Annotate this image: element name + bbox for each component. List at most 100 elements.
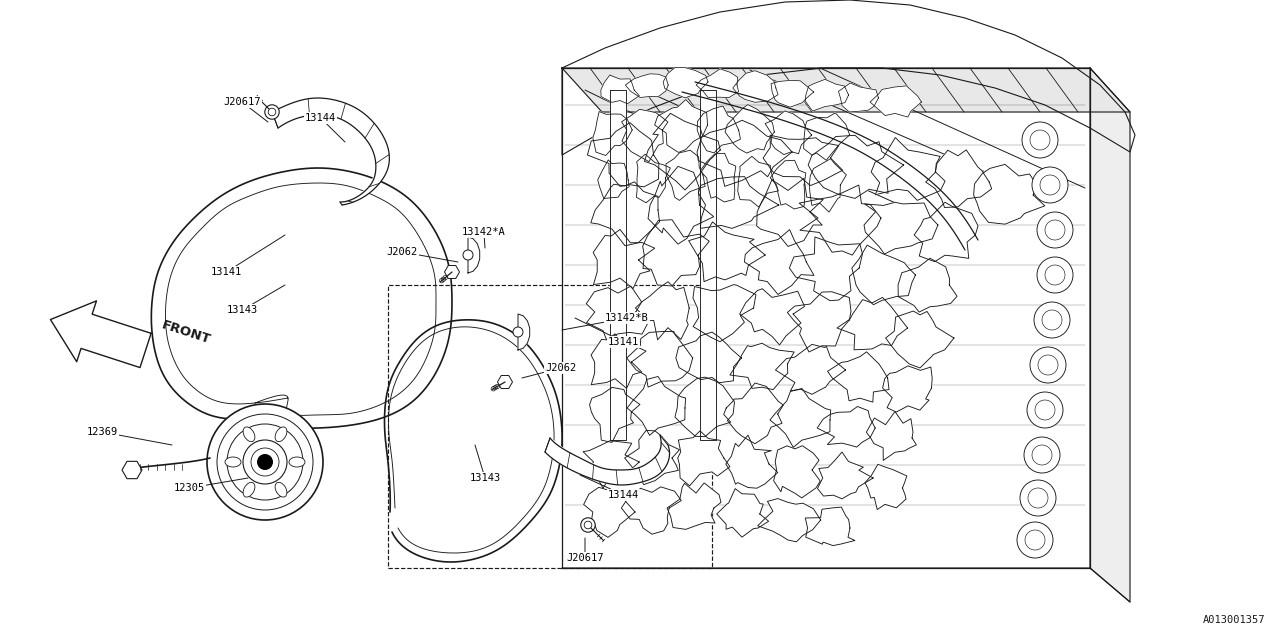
Polygon shape bbox=[771, 161, 806, 209]
Polygon shape bbox=[545, 435, 668, 485]
Polygon shape bbox=[627, 332, 692, 387]
Polygon shape bbox=[593, 111, 632, 156]
Polygon shape bbox=[591, 334, 646, 388]
Polygon shape bbox=[733, 70, 778, 102]
Circle shape bbox=[584, 521, 591, 529]
Text: 13144: 13144 bbox=[305, 113, 346, 142]
Polygon shape bbox=[852, 245, 915, 305]
Text: 13141: 13141 bbox=[211, 235, 285, 277]
Polygon shape bbox=[562, 0, 1135, 155]
Text: 12305: 12305 bbox=[174, 478, 248, 493]
Polygon shape bbox=[696, 69, 739, 98]
Polygon shape bbox=[586, 286, 649, 339]
Polygon shape bbox=[562, 68, 1091, 568]
Polygon shape bbox=[621, 487, 681, 534]
Polygon shape bbox=[273, 98, 388, 205]
Text: 13142*B: 13142*B bbox=[562, 313, 649, 330]
Polygon shape bbox=[865, 464, 906, 509]
Polygon shape bbox=[663, 67, 708, 98]
Polygon shape bbox=[771, 388, 831, 447]
Circle shape bbox=[269, 108, 275, 116]
Polygon shape bbox=[654, 100, 708, 152]
Polygon shape bbox=[1091, 68, 1130, 602]
Polygon shape bbox=[677, 431, 730, 486]
Circle shape bbox=[1024, 437, 1060, 473]
Text: 13141: 13141 bbox=[575, 318, 639, 347]
Polygon shape bbox=[700, 90, 716, 440]
Ellipse shape bbox=[275, 483, 287, 497]
Polygon shape bbox=[838, 83, 878, 112]
Circle shape bbox=[1020, 480, 1056, 516]
Polygon shape bbox=[468, 237, 480, 273]
Polygon shape bbox=[804, 113, 850, 160]
Polygon shape bbox=[745, 230, 814, 294]
Polygon shape bbox=[799, 185, 881, 255]
Polygon shape bbox=[740, 289, 805, 345]
Polygon shape bbox=[872, 138, 945, 200]
Polygon shape bbox=[805, 507, 855, 546]
Polygon shape bbox=[809, 159, 846, 212]
Polygon shape bbox=[773, 445, 820, 498]
Text: A013001357: A013001357 bbox=[1202, 615, 1265, 625]
Polygon shape bbox=[700, 154, 736, 202]
Polygon shape bbox=[666, 150, 705, 200]
Polygon shape bbox=[625, 430, 680, 484]
Circle shape bbox=[1027, 392, 1062, 428]
Polygon shape bbox=[870, 86, 922, 117]
Polygon shape bbox=[776, 344, 846, 394]
Polygon shape bbox=[593, 230, 655, 289]
Polygon shape bbox=[692, 285, 756, 342]
Ellipse shape bbox=[243, 427, 255, 442]
Polygon shape bbox=[667, 483, 721, 529]
Polygon shape bbox=[828, 352, 890, 402]
Ellipse shape bbox=[243, 483, 255, 497]
Circle shape bbox=[257, 454, 273, 470]
Circle shape bbox=[1021, 122, 1059, 158]
Polygon shape bbox=[864, 202, 938, 254]
Polygon shape bbox=[758, 499, 820, 542]
Polygon shape bbox=[805, 79, 849, 111]
Polygon shape bbox=[588, 123, 659, 187]
Ellipse shape bbox=[275, 427, 287, 442]
Polygon shape bbox=[635, 282, 689, 340]
Polygon shape bbox=[837, 298, 908, 350]
Polygon shape bbox=[787, 292, 851, 352]
Polygon shape bbox=[867, 412, 916, 460]
Circle shape bbox=[1030, 347, 1066, 383]
Polygon shape bbox=[562, 68, 1130, 112]
Polygon shape bbox=[925, 150, 992, 207]
Polygon shape bbox=[726, 435, 778, 488]
Polygon shape bbox=[886, 311, 954, 368]
Polygon shape bbox=[590, 387, 640, 442]
Polygon shape bbox=[763, 135, 842, 186]
Polygon shape bbox=[636, 154, 671, 203]
Text: FRONT: FRONT bbox=[160, 319, 212, 347]
Circle shape bbox=[243, 440, 287, 484]
Text: 13143: 13143 bbox=[227, 285, 285, 315]
Text: 13144: 13144 bbox=[580, 475, 639, 500]
Polygon shape bbox=[676, 332, 741, 383]
Polygon shape bbox=[600, 75, 639, 104]
Polygon shape bbox=[756, 179, 823, 246]
Text: J2062: J2062 bbox=[522, 363, 576, 378]
Text: J20617: J20617 bbox=[566, 538, 604, 563]
Polygon shape bbox=[611, 90, 626, 440]
Polygon shape bbox=[808, 135, 904, 198]
Polygon shape bbox=[899, 259, 957, 312]
Polygon shape bbox=[730, 343, 794, 390]
Polygon shape bbox=[974, 164, 1044, 224]
Circle shape bbox=[581, 518, 595, 532]
Polygon shape bbox=[818, 452, 873, 499]
Polygon shape bbox=[727, 383, 783, 444]
Circle shape bbox=[1037, 212, 1073, 248]
Polygon shape bbox=[627, 376, 686, 435]
Polygon shape bbox=[643, 220, 709, 286]
Polygon shape bbox=[582, 441, 639, 488]
Text: J2062: J2062 bbox=[387, 247, 458, 262]
Polygon shape bbox=[648, 166, 714, 244]
Polygon shape bbox=[914, 202, 978, 262]
Polygon shape bbox=[644, 113, 721, 190]
Polygon shape bbox=[591, 182, 659, 246]
Polygon shape bbox=[698, 120, 792, 186]
Text: J20617: J20617 bbox=[223, 97, 268, 122]
